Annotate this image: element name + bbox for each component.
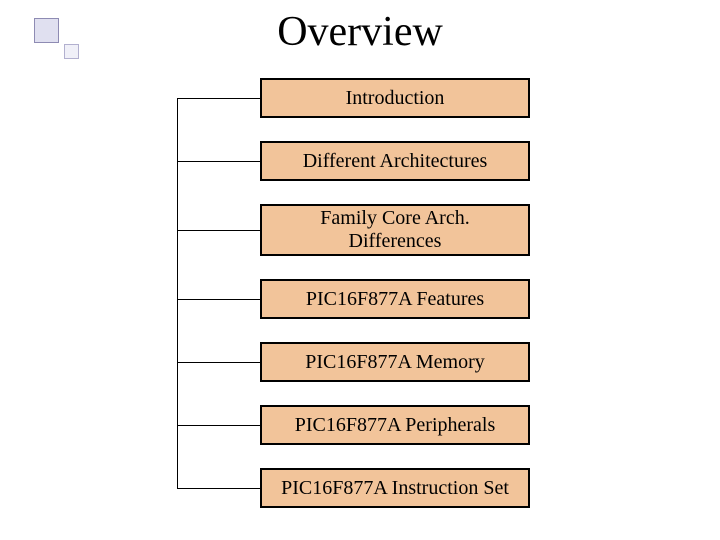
connector-stem xyxy=(177,98,178,489)
box-label-line: Differences xyxy=(349,230,442,253)
overview-box-family: Family Core Arch.Differences xyxy=(260,204,530,256)
overview-box-arch: Different Architectures xyxy=(260,141,530,181)
overview-box-memory: PIC16F877A Memory xyxy=(260,342,530,382)
page-title: Overview xyxy=(0,8,720,56)
box-label-line: Family Core Arch. xyxy=(320,207,469,230)
connector-h-features xyxy=(177,299,260,300)
overview-box-periph: PIC16F877A Peripherals xyxy=(260,405,530,445)
connector-h-intro xyxy=(177,98,260,99)
connector-h-instr xyxy=(177,488,260,489)
overview-box-features: PIC16F877A Features xyxy=(260,279,530,319)
connector-h-memory xyxy=(177,362,260,363)
overview-box-instr: PIC16F877A Instruction Set xyxy=(260,468,530,508)
connector-h-arch xyxy=(177,161,260,162)
connector-h-periph xyxy=(177,425,260,426)
connector-h-family xyxy=(177,230,260,231)
overview-box-intro: Introduction xyxy=(260,78,530,118)
